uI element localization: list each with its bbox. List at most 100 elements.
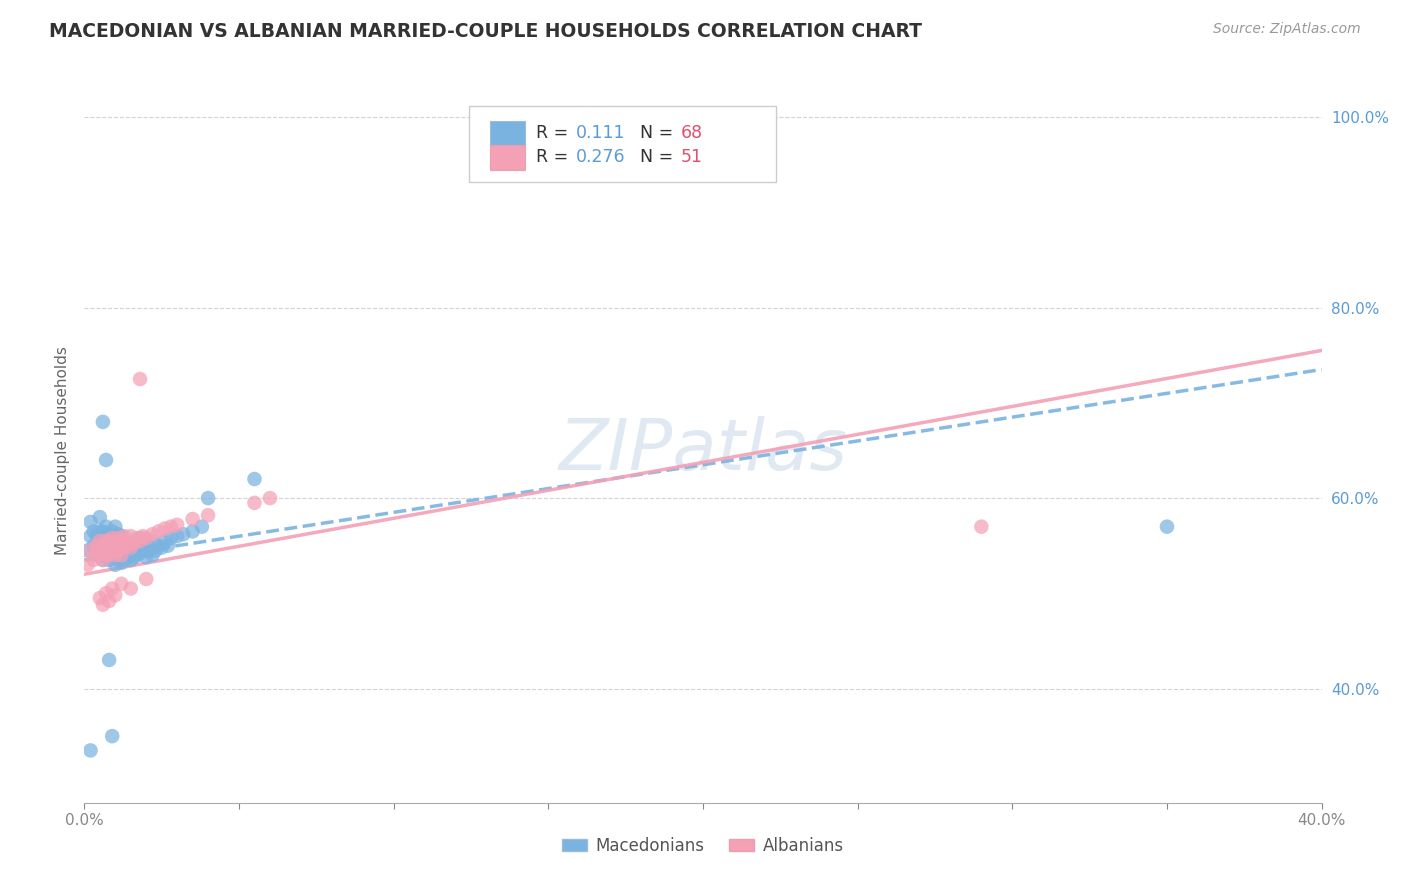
Point bbox=[135, 531, 157, 545]
Point bbox=[120, 582, 142, 596]
Point bbox=[148, 524, 170, 539]
Point bbox=[98, 541, 121, 555]
Point bbox=[98, 653, 121, 667]
Point bbox=[98, 594, 121, 608]
Point bbox=[91, 553, 114, 567]
Text: R =: R = bbox=[536, 148, 574, 166]
Point bbox=[94, 533, 117, 548]
Point bbox=[166, 529, 188, 543]
Point bbox=[181, 524, 204, 539]
Point bbox=[166, 517, 188, 532]
Point bbox=[104, 533, 127, 548]
Point bbox=[135, 550, 157, 565]
Point bbox=[117, 537, 139, 551]
Point bbox=[89, 533, 111, 548]
Point bbox=[141, 527, 163, 541]
Point bbox=[141, 533, 163, 548]
Point bbox=[94, 533, 117, 548]
Point bbox=[129, 533, 152, 548]
Point bbox=[117, 537, 139, 551]
Text: 0.276: 0.276 bbox=[575, 148, 626, 166]
Point bbox=[91, 539, 114, 553]
Point bbox=[91, 598, 114, 612]
Point bbox=[129, 546, 152, 560]
Point bbox=[101, 729, 124, 743]
Point bbox=[94, 453, 117, 467]
FancyBboxPatch shape bbox=[491, 120, 524, 146]
Point bbox=[120, 539, 142, 553]
Point bbox=[104, 588, 127, 602]
Point bbox=[101, 548, 124, 562]
Point bbox=[160, 519, 183, 533]
Point bbox=[98, 553, 121, 567]
Point bbox=[101, 582, 124, 596]
Point bbox=[125, 548, 148, 562]
FancyBboxPatch shape bbox=[491, 145, 524, 170]
FancyBboxPatch shape bbox=[470, 106, 776, 182]
Point bbox=[145, 543, 167, 558]
Point bbox=[107, 527, 129, 541]
Point bbox=[79, 543, 101, 558]
Point bbox=[91, 553, 114, 567]
Point bbox=[104, 519, 127, 533]
Point bbox=[129, 372, 152, 386]
Point bbox=[94, 548, 117, 562]
Point bbox=[107, 543, 129, 558]
Text: R =: R = bbox=[536, 124, 574, 143]
Point bbox=[83, 524, 105, 539]
Point bbox=[191, 519, 214, 533]
Text: N =: N = bbox=[628, 124, 679, 143]
Point bbox=[117, 550, 139, 565]
Text: 0.111: 0.111 bbox=[575, 124, 626, 143]
Y-axis label: Married-couple Households: Married-couple Households bbox=[55, 346, 70, 555]
Point bbox=[120, 529, 142, 543]
Point bbox=[107, 553, 129, 567]
Point bbox=[101, 537, 124, 551]
Point bbox=[141, 548, 163, 562]
Point bbox=[150, 541, 173, 555]
Point bbox=[110, 543, 132, 558]
Point bbox=[122, 537, 145, 551]
Point bbox=[83, 553, 105, 567]
Point bbox=[135, 537, 157, 551]
Point bbox=[104, 548, 127, 562]
Point bbox=[120, 553, 142, 567]
Point bbox=[114, 541, 136, 555]
Point bbox=[79, 515, 101, 529]
Point bbox=[138, 543, 160, 558]
Point bbox=[91, 539, 114, 553]
Point bbox=[94, 548, 117, 562]
Point bbox=[197, 491, 219, 505]
Point bbox=[91, 524, 114, 539]
Point bbox=[86, 529, 108, 543]
Text: Source: ZipAtlas.com: Source: ZipAtlas.com bbox=[1213, 22, 1361, 37]
Point bbox=[114, 553, 136, 567]
Point bbox=[79, 743, 101, 757]
Point bbox=[110, 533, 132, 548]
Point bbox=[181, 512, 204, 526]
Point bbox=[156, 539, 179, 553]
Point bbox=[197, 508, 219, 523]
Point bbox=[98, 527, 121, 541]
Text: ZIPatlas: ZIPatlas bbox=[558, 416, 848, 485]
Point bbox=[107, 541, 129, 555]
Point bbox=[153, 533, 176, 548]
Point bbox=[107, 531, 129, 545]
Point bbox=[110, 529, 132, 543]
Point bbox=[1156, 519, 1178, 533]
Text: 51: 51 bbox=[681, 148, 703, 166]
Point bbox=[110, 556, 132, 570]
Point bbox=[98, 533, 121, 548]
Point bbox=[104, 531, 127, 545]
Point bbox=[122, 550, 145, 565]
Point bbox=[172, 527, 194, 541]
Point bbox=[243, 472, 266, 486]
Point bbox=[160, 531, 183, 545]
Point bbox=[125, 533, 148, 548]
Point bbox=[76, 543, 98, 558]
Point bbox=[89, 543, 111, 558]
Point bbox=[129, 531, 152, 545]
Point bbox=[122, 537, 145, 551]
Point bbox=[89, 510, 111, 524]
Point bbox=[110, 548, 132, 562]
